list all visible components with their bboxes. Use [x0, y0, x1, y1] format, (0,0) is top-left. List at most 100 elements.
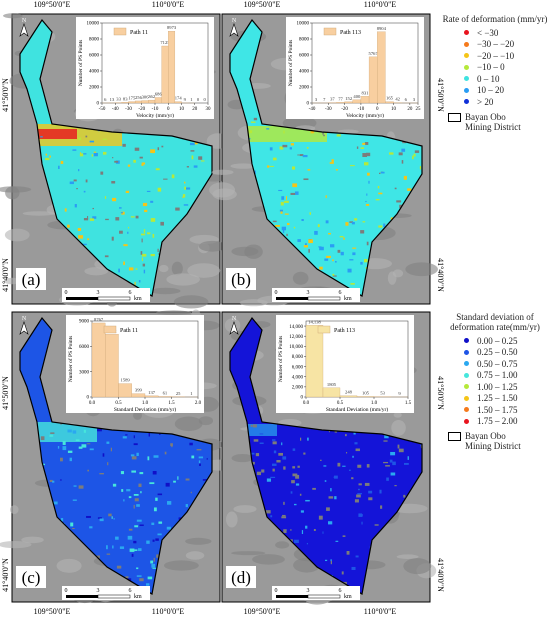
- x-tick-label: -40: [309, 107, 316, 112]
- speckle: [379, 489, 382, 494]
- x-tick-label: -30: [125, 107, 132, 112]
- speckle: [155, 538, 159, 541]
- speckle: [358, 483, 362, 486]
- histogram-bar: [134, 100, 142, 104]
- speckle: [278, 452, 284, 456]
- map-panel: N (d) 0 3 6km 14,138 1805 248 105 53 9 0.0 0.5 1.0 1.5…: [221, 311, 437, 605]
- speckle: [290, 192, 296, 195]
- speckle: [362, 142, 366, 145]
- speckle: [282, 144, 288, 148]
- histogram-bar: [174, 101, 182, 104]
- count-label: 137: [148, 390, 156, 395]
- speckle: [201, 160, 205, 162]
- speckle: [140, 233, 146, 236]
- speckle: [104, 255, 109, 258]
- speckle: [253, 117, 258, 121]
- speckle: [284, 213, 289, 215]
- latitude-label: 41°40'0"N: [436, 258, 445, 292]
- count-label: 0: [197, 97, 200, 102]
- speckle: [134, 549, 138, 551]
- speckle: [161, 145, 164, 148]
- speckle: [59, 457, 63, 462]
- x-axis-label: Velocity (mm/yr): [346, 112, 384, 119]
- count-label: 8904: [377, 26, 387, 31]
- speckle: [72, 430, 77, 434]
- speckle: [97, 428, 102, 432]
- histogram-bar: [131, 393, 146, 398]
- terrain: [171, 261, 183, 276]
- speckle: [351, 222, 355, 225]
- terrain: [10, 505, 19, 515]
- speckle: [270, 476, 276, 478]
- x-tick-label: 10: [391, 107, 397, 112]
- speckle: [299, 437, 302, 441]
- speckle: [352, 455, 354, 458]
- speckle: [165, 482, 170, 487]
- speckle: [91, 154, 94, 157]
- speckle: [294, 539, 299, 544]
- speckle: [293, 226, 296, 229]
- histogram-bar: [336, 102, 345, 104]
- legend-item: > 20: [442, 96, 548, 108]
- speckle: [62, 441, 66, 445]
- speckle: [330, 560, 332, 565]
- x-tick-label: 1.0: [371, 401, 378, 406]
- legend-item-label: 0 – 10: [477, 73, 500, 84]
- hotspot: [37, 422, 97, 442]
- speckle: [360, 147, 365, 149]
- terrain: [396, 554, 419, 559]
- district-fill: [230, 20, 422, 296]
- terrain: [391, 419, 406, 436]
- speckle: [317, 224, 320, 228]
- speckle: [366, 241, 369, 246]
- speckle: [125, 190, 130, 194]
- label-box: [16, 268, 46, 290]
- scale-bar: [276, 297, 308, 300]
- speckle: [78, 137, 81, 141]
- speckle: [102, 151, 107, 155]
- x-axis-label: Standard Deviation (mm/yr): [114, 406, 176, 413]
- scale-tick: 3: [97, 290, 100, 296]
- scale-tick: 3: [97, 588, 100, 594]
- speckle: [339, 236, 344, 238]
- count-label: 165: [386, 96, 394, 101]
- terrain: [56, 558, 82, 573]
- scale-unit: km: [134, 296, 142, 302]
- longitude-label: 110°0'0"E: [364, 0, 397, 9]
- speckle: [305, 499, 310, 502]
- longitude-label: 109°50'0"E: [34, 607, 71, 616]
- legend-item: < −30: [442, 27, 548, 39]
- speckle: [286, 233, 288, 237]
- speckle: [183, 204, 189, 206]
- terrain: [0, 540, 32, 549]
- count-label: 77: [338, 96, 343, 101]
- legend-item: −20 – −10: [442, 50, 548, 62]
- x-tick-label: 1.0: [142, 401, 149, 406]
- speckle: [164, 451, 167, 455]
- y-tick-label: 4000: [89, 70, 100, 75]
- scale-tick: 0: [275, 290, 278, 296]
- speckle: [138, 548, 142, 552]
- speckle: [140, 251, 143, 255]
- speckle: [412, 155, 414, 160]
- speckle: [185, 504, 188, 508]
- north-label: N: [22, 316, 27, 322]
- speckle: [294, 191, 299, 195]
- histogram-bar: [154, 97, 162, 104]
- legend-dot: [464, 395, 469, 401]
- y-tick-label: 8,000: [292, 355, 304, 360]
- terrain: [173, 295, 209, 309]
- y-axis-label: Number of PS Points: [277, 336, 284, 383]
- speckle: [308, 249, 310, 253]
- speckle: [141, 162, 146, 165]
- north-label: N: [232, 18, 237, 24]
- speckle: [114, 160, 119, 163]
- speckle: [353, 431, 356, 435]
- speckle: [92, 216, 97, 219]
- speckle: [153, 455, 159, 458]
- terrain: [231, 454, 254, 463]
- speckle: [343, 237, 345, 240]
- longitude-label: 109°50'0"E: [244, 607, 281, 616]
- speckle: [139, 472, 144, 475]
